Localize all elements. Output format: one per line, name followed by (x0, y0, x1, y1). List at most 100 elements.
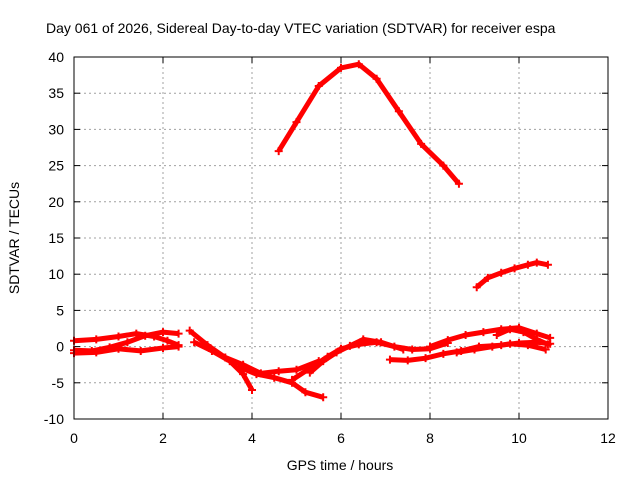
data-point (225, 357, 234, 366)
data-point (488, 342, 497, 351)
data-point (408, 345, 417, 354)
data-point (114, 332, 123, 341)
y-tick-label: 5 (56, 302, 64, 318)
series-line (276, 61, 461, 186)
data-point (190, 338, 199, 347)
y-tick-label: 35 (48, 85, 64, 101)
y-tick-label: -5 (52, 375, 65, 391)
data-point (506, 339, 515, 348)
x-tick-label: 4 (248, 430, 256, 446)
data-point (417, 139, 426, 148)
data-point (270, 373, 279, 382)
y-tick-label: 0 (56, 339, 64, 355)
data-point (337, 63, 345, 72)
data-point (234, 362, 243, 371)
data-point (292, 365, 301, 374)
plot-frame (73, 56, 609, 420)
data-point (532, 335, 541, 344)
data-point (394, 107, 403, 116)
data-point (305, 368, 314, 377)
data-point (252, 370, 261, 379)
data-point (301, 388, 310, 397)
data-point (399, 345, 408, 354)
series-arc-low-11 (452, 339, 550, 357)
data-point (207, 346, 216, 355)
data-point (314, 81, 323, 90)
data-point (354, 60, 363, 69)
data-point (123, 338, 132, 347)
data-point (274, 367, 283, 376)
data-point (332, 348, 341, 357)
data-point (114, 344, 123, 353)
data-point (239, 370, 248, 379)
data-point (454, 179, 463, 188)
data-point (523, 260, 532, 269)
y-tick-label: 20 (48, 194, 64, 210)
y-tick-label: 15 (48, 230, 64, 246)
x-tick-label: 10 (511, 430, 527, 446)
data-point (452, 348, 461, 357)
data-point (385, 355, 394, 364)
data-point (174, 342, 183, 351)
data-point (519, 328, 528, 337)
x-tick-label: 8 (426, 430, 434, 446)
data-point (159, 328, 167, 337)
data-point (439, 161, 448, 170)
series-arc-high-1 (274, 60, 463, 188)
data-point (461, 331, 470, 340)
series-arc-high-2 (472, 258, 552, 292)
data-point (541, 345, 550, 354)
data-point (345, 341, 354, 350)
data-point (443, 336, 452, 345)
series-arc-low-8 (305, 335, 408, 377)
series-arc-low-5 (190, 338, 256, 395)
x-axis-label: GPS time / hours (287, 457, 394, 473)
data-point (136, 346, 145, 355)
y-tick-label: -10 (44, 411, 64, 427)
y-tick-label: 25 (48, 158, 64, 174)
data-point (479, 328, 488, 337)
x-tick-label: 0 (70, 430, 78, 446)
series-arc-low-3 (70, 342, 183, 358)
x-tick-label: 12 (600, 430, 616, 446)
data-point (150, 332, 159, 341)
data-series (70, 60, 555, 402)
data-point (421, 354, 430, 363)
data-point (185, 326, 194, 335)
data-point (92, 348, 101, 357)
chart-title: Day 061 of 2026, Sidereal Day-to-day VTE… (46, 20, 556, 36)
data-point (319, 393, 328, 402)
data-point (546, 333, 555, 342)
data-point (92, 335, 101, 344)
data-point (523, 341, 532, 350)
y-tick-label: 30 (48, 121, 64, 137)
data-point (472, 283, 481, 292)
data-point (506, 325, 515, 334)
data-point (497, 268, 506, 277)
data-point (403, 356, 412, 365)
data-point (288, 375, 297, 384)
y-tick-label: 10 (48, 266, 64, 282)
y-axis-label: SDTVAR / TECUs (6, 182, 22, 294)
series-arc-low-10 (426, 323, 555, 351)
x-tick-label: 2 (159, 430, 167, 446)
data-point (248, 386, 256, 395)
data-point (292, 118, 301, 127)
data-point (274, 147, 283, 156)
data-point (359, 335, 368, 344)
data-point (163, 336, 172, 345)
y-tick-label: 40 (48, 49, 64, 65)
data-point (510, 264, 519, 273)
data-point (532, 258, 541, 267)
data-point (132, 329, 141, 338)
data-point (372, 74, 381, 83)
data-point (319, 357, 328, 366)
data-point (426, 342, 434, 351)
data-point (377, 338, 386, 347)
data-point (159, 344, 167, 353)
data-point (439, 349, 448, 358)
data-point (174, 329, 183, 338)
data-point (543, 340, 552, 349)
